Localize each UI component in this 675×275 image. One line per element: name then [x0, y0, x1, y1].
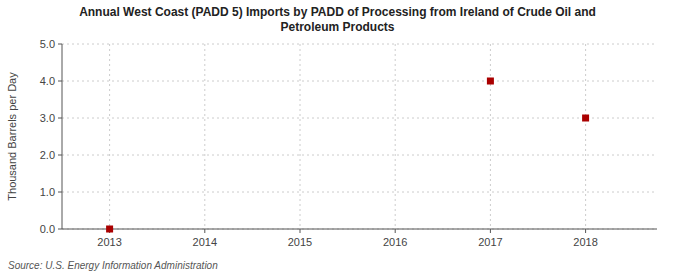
point [106, 226, 113, 233]
points [106, 78, 589, 233]
tick-label: 2013 [97, 236, 121, 248]
tick-mark [58, 192, 62, 193]
grid-line [109, 44, 110, 229]
grid-line [62, 192, 657, 193]
tick-mark [395, 229, 396, 233]
point [582, 115, 589, 122]
grid-line [62, 44, 657, 45]
tick-mark [490, 229, 491, 233]
tick-label: 2017 [478, 236, 502, 248]
tick-label: 2015 [288, 236, 312, 248]
point [487, 78, 494, 85]
tick-label: 2016 [383, 236, 407, 248]
grid-line [395, 44, 396, 229]
tick-mark [204, 229, 205, 233]
chart: Annual West Coast (PADD 5) Imports by PA… [0, 0, 675, 275]
tick-label: 3.0 [40, 112, 55, 124]
tick-label: 0.0 [40, 223, 55, 235]
grid-line [300, 44, 301, 229]
axes: 0.0 1.0 2.0 3.0 4.0 5.0 2013 2014 2015 2016 2017 20… [40, 38, 657, 248]
grid-line [62, 81, 657, 82]
grid [62, 44, 657, 229]
annotation: Source: U.S. Energy Information Administ… [8, 260, 218, 271]
grid-line [204, 44, 205, 229]
y-axis-line [62, 44, 63, 229]
tick-mark [58, 81, 62, 82]
tick-label: 2014 [193, 236, 217, 248]
grid-line [62, 118, 657, 119]
tick-mark [58, 118, 62, 119]
tick-mark [58, 229, 62, 230]
tick-label: 5.0 [40, 38, 55, 50]
grid-line [585, 44, 586, 229]
tick-mark [585, 229, 586, 233]
x-axis-line [62, 229, 657, 230]
tick-label: 2.0 [40, 149, 55, 161]
y-axis-label: Thousand Barrels per Day [6, 72, 18, 201]
tick-mark [58, 155, 62, 156]
tick-mark [58, 44, 62, 45]
grid-line [490, 44, 491, 229]
tick-label: 4.0 [40, 75, 55, 87]
title: Annual West Coast (PADD 5) Imports by PA… [79, 5, 596, 34]
tick-label: 2018 [573, 236, 597, 248]
tick-label: 1.0 [40, 186, 55, 198]
tick-mark [300, 229, 301, 233]
grid-line [62, 155, 657, 156]
grid-line [62, 229, 657, 230]
